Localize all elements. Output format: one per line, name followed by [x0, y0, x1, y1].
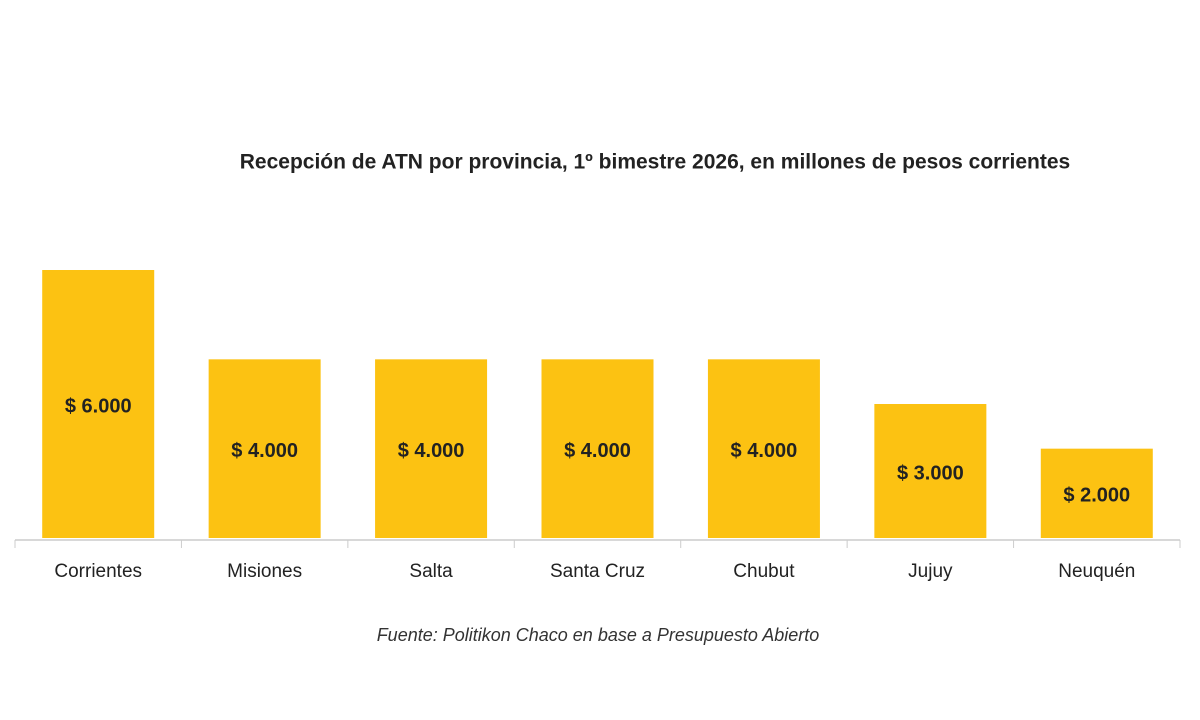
value-label: $ 2.000	[1063, 485, 1130, 507]
source-note: Fuente: Politikon Chaco en base a Presup…	[377, 625, 820, 645]
x-tick-label: Jujuy	[908, 561, 953, 582]
x-tick-label: Salta	[409, 561, 453, 582]
bar	[874, 404, 987, 538]
value-label: $ 3.000	[897, 462, 964, 484]
x-tick-label: Chubut	[733, 561, 795, 582]
bar	[541, 359, 654, 538]
value-label: $ 6.000	[65, 395, 132, 417]
bar	[707, 359, 820, 538]
x-tick-label: Neuquén	[1058, 561, 1135, 582]
x-tick-label: Misiones	[227, 561, 302, 582]
value-label: $ 4.000	[564, 440, 631, 462]
x-tick-label: Corrientes	[54, 561, 142, 582]
value-label: $ 4.000	[731, 440, 798, 462]
bar	[1040, 448, 1153, 538]
x-tick-label: Santa Cruz	[550, 561, 645, 582]
bar	[42, 270, 155, 538]
value-label: $ 4.000	[231, 440, 298, 462]
value-label: $ 4.000	[398, 440, 465, 462]
bar	[375, 359, 488, 538]
chart-title: Recepción de ATN por provincia, 1º bimes…	[240, 151, 1070, 174]
bar	[208, 359, 321, 538]
